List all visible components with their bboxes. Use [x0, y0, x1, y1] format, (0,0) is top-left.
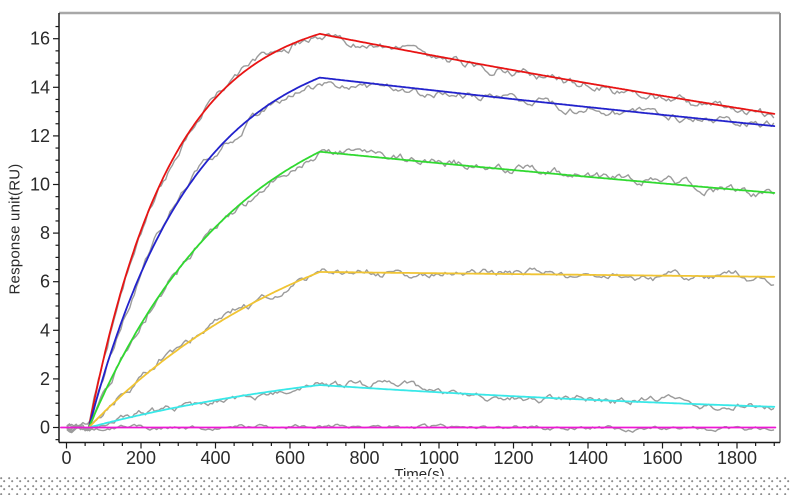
- y-tick-label: 16: [30, 29, 50, 49]
- y-tick-label: 10: [30, 175, 50, 195]
- x-tick-label: 200: [126, 448, 156, 468]
- fit-curve-3: [87, 150, 776, 429]
- x-tick-label: 400: [200, 448, 230, 468]
- raw-traces: [66, 32, 775, 434]
- x-tick-label: 1600: [642, 448, 682, 468]
- y-tick-label: 4: [40, 320, 50, 340]
- raw-trace-fit-curve-5: [66, 379, 775, 432]
- y-axis-title: Response unit(RU): [6, 163, 24, 295]
- y-tick-label: 8: [40, 223, 50, 243]
- y-tick-label: 12: [30, 126, 50, 146]
- x-tick-labels: 0 200 400 600 800 1000 1200 1400 1600 1800: [61, 448, 757, 468]
- x-tick-label: 1800: [717, 448, 757, 468]
- fit-curve-2: [87, 76, 776, 429]
- y-tick-label: 6: [40, 272, 50, 292]
- fit-curve-1: [87, 32, 776, 429]
- axis-ticks: [53, 25, 775, 449]
- hatched-background-strip: [0, 476, 792, 495]
- fit-curves: [60, 32, 777, 429]
- x-tick-label: 0: [61, 448, 71, 468]
- fit-curve-5: [87, 384, 776, 429]
- y-tick-labels: 0 2 4 6 8 10 12 14 16: [30, 29, 50, 438]
- raw-trace-fit-curve-3: [66, 148, 775, 432]
- fit-curve-4: [87, 271, 776, 429]
- x-tick-label: 1000: [419, 448, 459, 468]
- y-tick-label: 2: [40, 369, 50, 389]
- plot-frame: [58, 11, 781, 444]
- raw-trace-fit-curve-4: [66, 267, 775, 430]
- raw-trace-fit-curve-2: [66, 81, 775, 433]
- x-tick-label: 1400: [568, 448, 608, 468]
- y-tick-label: 14: [30, 77, 50, 97]
- x-tick-label: 1200: [493, 448, 533, 468]
- x-tick-label: 800: [349, 448, 379, 468]
- x-tick-label: 600: [275, 448, 305, 468]
- y-tick-label: 0: [40, 418, 50, 438]
- raw-trace-fit-curve-1: [66, 32, 775, 434]
